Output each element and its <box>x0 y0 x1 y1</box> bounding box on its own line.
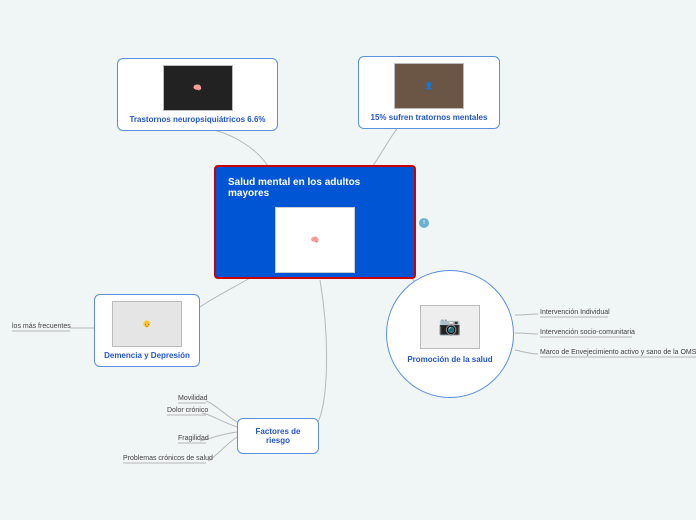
leaf-dolor: Dolor crónico <box>167 407 208 414</box>
leaf-movilidad: Movilidad <box>178 395 208 402</box>
leaf-problemas: Problemas crónicos de salud <box>123 455 213 462</box>
neuro-image: 🧠 <box>163 65 233 111</box>
sufren-image: 👤 <box>394 63 464 109</box>
center-image: 🧠 <box>275 207 355 273</box>
leaf-socio: Intervención socio-comunitaria <box>540 329 635 336</box>
factores-label: Factores de riesgo <box>244 427 312 445</box>
center-title: Salud mental en los adultos mayores <box>228 177 402 199</box>
promocion-label: Promoción de la salud <box>407 355 492 364</box>
sufren-label: 15% sufren tratornos mentales <box>367 113 491 122</box>
leaf-marco: Marco de Envejecimiento activo y sano de… <box>540 349 696 356</box>
info-icon[interactable]: i <box>419 218 429 228</box>
leaf-individual: Intervención Individual <box>540 309 610 316</box>
neuro-label: Trastornos neuropsiquiátricos 6.6% <box>126 115 269 124</box>
node-demencia[interactable]: 👴 Demencia y Depresión <box>94 294 200 367</box>
leaf-fragilidad: Fragilidad <box>178 435 209 442</box>
promocion-image: 📷 <box>420 305 480 349</box>
node-promocion[interactable]: 📷 Promoción de la salud <box>386 270 514 398</box>
center-node[interactable]: Salud mental en los adultos mayores 🧠 <box>214 165 416 279</box>
node-sufren[interactable]: 👤 15% sufren tratornos mentales <box>358 56 500 129</box>
node-factores[interactable]: Factores de riesgo <box>237 418 319 454</box>
node-neuro[interactable]: 🧠 Trastornos neuropsiquiátricos 6.6% <box>117 58 278 131</box>
demencia-image: 👴 <box>112 301 182 347</box>
demencia-label: Demencia y Depresión <box>103 351 191 360</box>
leaf-frecuentes: los más frecuentes <box>12 323 71 330</box>
